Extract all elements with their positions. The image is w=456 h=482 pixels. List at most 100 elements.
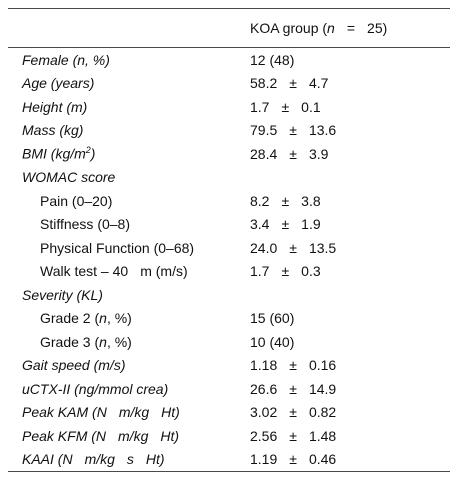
row-physical-function: Physical Function (0–68) 24.0 ±13.5 [8,236,450,260]
group-prefix: KOA group ( [250,20,328,36]
sd-value: 0.46 [308,451,337,468]
grade-label: Grade 2 ( [40,310,100,327]
plus-minus: ± [289,357,297,374]
kaai-label-b: m/kg [84,451,115,468]
kam-label-a: Peak KAM (N [22,404,107,421]
row-grade-3: Grade 3 (n, %) 10 (40) [8,330,450,354]
row-value: 3.02 ±0.82 [250,404,450,420]
walk-unit: m (m/s) [140,263,188,280]
row-label: Peak KFM (N m/kg Ht) [8,428,250,444]
plus-minus: ± [289,404,297,421]
row-peak-kam: Peak KAM (N m/kg Ht) 3.02 ±0.82 [8,401,450,425]
row-pain: Pain (0–20) 8.2 ±3.8 [8,189,450,213]
kaai-label-c: s [126,451,134,468]
row-label: Height (m) [22,98,88,115]
kfm-label-a: Peak KFM (N [22,427,107,444]
row-stiffness: Stiffness (0–8) 3.4 ±1.9 [8,213,450,237]
mean-value: 26.6 [250,380,278,397]
sd-value: 1.48 [308,427,337,444]
row-value: 1.19 ±0.46 [250,451,450,467]
row-label: Stiffness (0–8) [40,216,131,233]
row-value: 15 (60) [250,310,295,327]
kaai-label-a: KAAI (N [22,451,73,468]
row-label: Mass (kg) [22,122,84,139]
row-value: 1.7 ±0.1 [250,99,450,115]
row-uctx: uCTX-II (ng/mmol crea) 26.6 ±14.9 [8,377,450,401]
row-label: Gait speed (m/s) [22,357,126,374]
kaai-label-d: Ht) [145,451,165,468]
row-value: 26.6 ±14.9 [250,381,450,397]
plus-minus: ± [281,216,290,233]
row-grade-2: Grade 2 (n, %) 15 (60) [8,307,450,331]
row-value: 28.4 ±3.9 [250,146,450,162]
row-kaai: KAAI (N m/kg s Ht) 1.19 ±0.46 [8,448,450,472]
bmi-exponent: 2 [85,145,91,156]
row-label: Peak KAM (N m/kg Ht) [8,404,250,420]
plus-minus: ± [289,451,297,468]
row-bmi: BMI (kg/m2) 28.4 ±3.9 [8,142,450,166]
mean-value: 79.5 [250,122,278,139]
sd-value: 0.1 [301,98,321,115]
row-gait-speed: Gait speed (m/s) 1.18 ±0.16 [8,354,450,378]
sd-value: 3.9 [308,145,329,162]
sd-value: 0.16 [308,357,337,374]
section-label: WOMAC score [22,169,116,186]
kam-label-b: m/kg [118,404,150,421]
row-female: Female (n, %) 12 (48) [8,48,450,72]
row-value: 1.7 ±0.3 [250,263,450,279]
bmi-label-end: ) [90,146,96,163]
row-label: Grade 2 (n, %) [8,310,250,326]
header-cell-group: KOA group (n = 25) [250,20,450,36]
row-womac-heading: WOMAC score [8,166,450,190]
sd-value: 13.6 [308,122,337,139]
row-value: 12 (48) [250,51,295,68]
mean-value: 2.56 [250,427,278,444]
mean-value: 58.2 [250,75,278,92]
kfm-label-c: Ht) [160,427,180,444]
grade-label-end: , %) [106,333,132,350]
plus-minus: ± [289,239,297,256]
group-equals: = [346,20,356,36]
mean-value: 1.7 [250,98,270,115]
grade-label: Grade 3 ( [40,333,100,350]
row-label: BMI (kg/m2) [8,145,250,162]
row-value: 24.0 ±13.5 [250,240,450,256]
group-n: n [327,20,335,36]
plus-minus: ± [289,427,297,444]
grade-n: n [99,333,107,350]
row-label: KAAI (N m/kg s Ht) [8,451,250,467]
mean-value: 3.02 [250,404,278,421]
plus-minus: ± [289,145,297,162]
row-label: Physical Function (0–68) [40,239,195,256]
mean-value: 3.4 [250,216,270,233]
mean-value: 1.7 [250,263,270,280]
row-peak-kfm: Peak KFM (N m/kg Ht) 2.56 ±1.48 [8,424,450,448]
row-severity-heading: Severity (KL) [8,283,450,307]
row-walk-test: Walk test – 40 m (m/s) 1.7 ±0.3 [8,260,450,284]
plus-minus: ± [289,380,297,397]
plus-minus: ± [281,192,290,209]
row-height: Height (m) 1.7 ±0.1 [8,95,450,119]
sd-value: 13.5 [308,239,337,256]
row-label: Female (n, %) [22,51,110,68]
group-count: 25) [367,20,388,36]
section-label: Severity (KL) [22,286,103,303]
row-label: Age (years) [22,75,95,92]
grade-n: n [99,310,107,327]
row-value: 2.56 ±1.48 [250,428,450,444]
sd-value: 0.82 [308,404,337,421]
sd-value: 4.7 [308,75,329,92]
row-value: 58.2 ±4.7 [250,75,450,91]
row-value: 1.18 ±0.16 [250,357,450,373]
walk-label: Walk test – 40 [40,263,129,280]
mean-value: 1.19 [250,451,278,468]
kam-label-c: Ht) [161,404,180,421]
row-value: 8.2 ±3.8 [250,193,450,209]
mean-value: 1.18 [250,357,278,374]
plus-minus: ± [289,75,297,92]
row-value: 10 (40) [250,333,295,350]
row-label: uCTX-II (ng/mmol crea) [22,380,169,397]
row-label: Pain (0–20) [40,192,113,209]
sd-value: 1.9 [301,216,321,233]
mean-value: 8.2 [250,192,270,209]
